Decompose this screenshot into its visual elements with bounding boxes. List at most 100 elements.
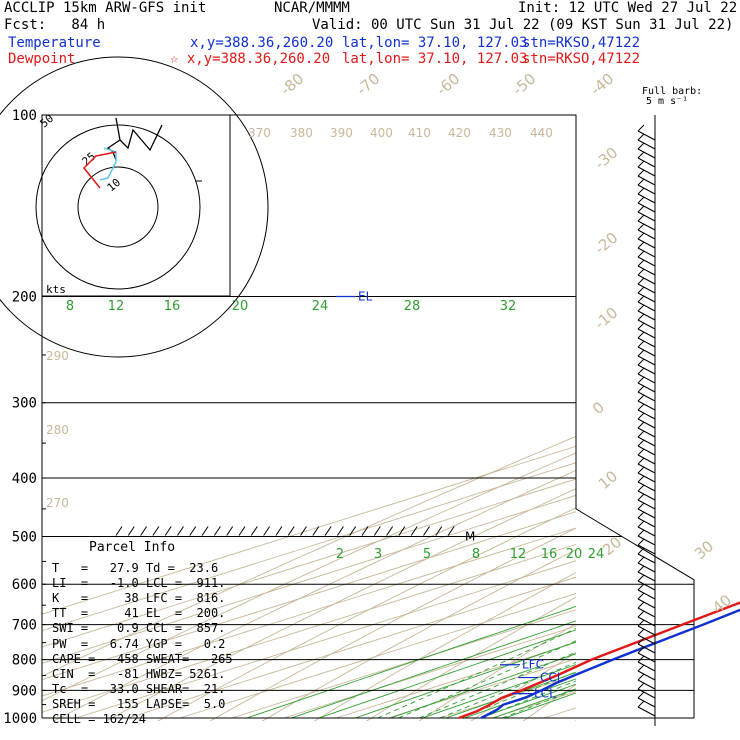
isotherms	[42, 115, 740, 719]
wind-barb-flag	[637, 277, 645, 285]
wind-barb	[637, 301, 656, 312]
hodograph-units: kts	[46, 283, 66, 296]
isotherm	[42, 494, 576, 664]
hodograph-ring-10	[77, 166, 159, 248]
wind-barb	[637, 526, 656, 537]
wind-barb-flag	[637, 664, 645, 672]
moist-adiabat-label: 28	[404, 299, 421, 314]
wind-barb	[637, 139, 656, 150]
wind-barb-flag	[637, 367, 645, 375]
wind-barb	[637, 679, 656, 690]
wind-barb-flag	[637, 520, 645, 528]
pressure-tick-label: 400	[12, 471, 37, 487]
wind-barb-flag	[637, 457, 645, 465]
parcel-info-row: T = 27.9 Td = 23.6	[52, 561, 219, 575]
isotherm	[42, 543, 576, 713]
mixing-ratio-line	[291, 620, 576, 719]
wind-barb	[637, 571, 656, 582]
hatch-mark	[349, 526, 357, 536]
wind-barb-flag	[637, 466, 645, 474]
dry-adiabat	[615, 128, 740, 731]
wind-barb-flag	[637, 214, 645, 222]
hatch-mark	[300, 526, 307, 536]
wind-barb-flag	[637, 313, 645, 321]
isotherm	[596, 115, 740, 718]
dewpoint-line	[458, 601, 740, 720]
wind-barb	[637, 616, 656, 627]
wind-barb-flag	[637, 529, 645, 537]
wind-barb	[637, 337, 656, 348]
wind-barb	[637, 220, 656, 231]
wind-barb	[637, 409, 656, 420]
wind-barb-flag	[637, 700, 645, 708]
parcel-info-row: SREH = 155 LAPSE= 5.0	[52, 696, 226, 711]
parcel-info-title: Parcel Info	[89, 540, 176, 555]
isotherm-label: -40	[587, 70, 617, 100]
isotherm	[75, 560, 576, 719]
wind-barb	[637, 211, 656, 222]
mixing-ratio-label: 12	[510, 547, 527, 562]
profile-series	[458, 601, 740, 720]
hatch-mark	[386, 526, 394, 536]
pressure-tick-label: 700	[12, 618, 37, 634]
dry-adiabat	[668, 128, 740, 731]
dry-adiabat-label: 400	[370, 126, 393, 140]
dewpoint-legend: Dewpoint	[8, 51, 76, 67]
wind-barb	[637, 319, 656, 330]
wind-barb	[637, 202, 656, 213]
hatch-mark	[152, 526, 160, 536]
isotherm	[335, 642, 576, 719]
pressure-tick-label: 300	[12, 396, 37, 412]
wind-barbs	[637, 115, 656, 726]
hatch-mark	[361, 526, 369, 536]
hatch-mark	[324, 526, 332, 536]
hatch-mark	[164, 526, 172, 536]
wind-barb	[637, 445, 656, 456]
isotherm-label: -80	[277, 70, 307, 100]
mixing-ratio-line	[318, 629, 576, 719]
dry-adiabat	[157, 507, 576, 721]
hatch-mark	[250, 526, 258, 536]
isotherm	[127, 576, 576, 719]
init-time: Init: 12 UTC Wed 27 Jul 22	[518, 0, 738, 16]
dry-adiabat	[470, 652, 576, 721]
isotherm	[42, 462, 576, 632]
wind-barb-flag	[637, 583, 645, 591]
moist-adiabat-label: 24	[312, 299, 329, 314]
wind-barb	[637, 661, 656, 672]
dry-adiabat	[42, 435, 576, 677]
wind-barb-flag	[637, 592, 645, 600]
hatch-mark	[398, 526, 406, 536]
wind-barb	[637, 274, 656, 285]
temperature-station: stn=RKSO,47122	[522, 35, 641, 51]
wind-barb-flag	[637, 322, 645, 330]
mixing-ratio-label: 8	[472, 547, 480, 562]
lfc-marker-label: LFC	[522, 658, 544, 672]
wind-barb	[637, 598, 656, 609]
parcel-info-row: CELL = 162/24	[52, 712, 146, 726]
dry-adiabat	[418, 623, 576, 721]
wind-barb	[637, 688, 656, 699]
dry-adiabat-label: 390	[330, 126, 353, 140]
wind-barb-flag	[637, 673, 645, 681]
wind-barb	[637, 310, 656, 321]
wind-barb-flag	[637, 475, 645, 483]
wind-barb	[637, 607, 656, 618]
parcel-info-row: PW = 6.74 YGP = 0.2	[52, 636, 226, 651]
wind-barb	[637, 544, 656, 555]
wind-barb	[637, 508, 656, 519]
plot-frame	[41, 114, 695, 719]
mixing-ratio-line	[355, 641, 576, 719]
parcel-info-row: CAPE = 458 SWEAT= 265	[52, 651, 233, 666]
dry-adiabat-label: 270	[46, 496, 69, 510]
moist-adiabat-label: 32	[500, 299, 517, 314]
dry-adiabat	[105, 488, 576, 721]
wind-barb-flag	[637, 304, 645, 312]
pressure-tick-label: 100	[12, 108, 37, 124]
wind-barb	[637, 697, 656, 708]
isotherm-label: -70	[353, 70, 383, 100]
dry-adiabat	[366, 596, 576, 721]
hatch-mark	[226, 526, 234, 536]
mixing-ratio-line	[246, 605, 576, 719]
